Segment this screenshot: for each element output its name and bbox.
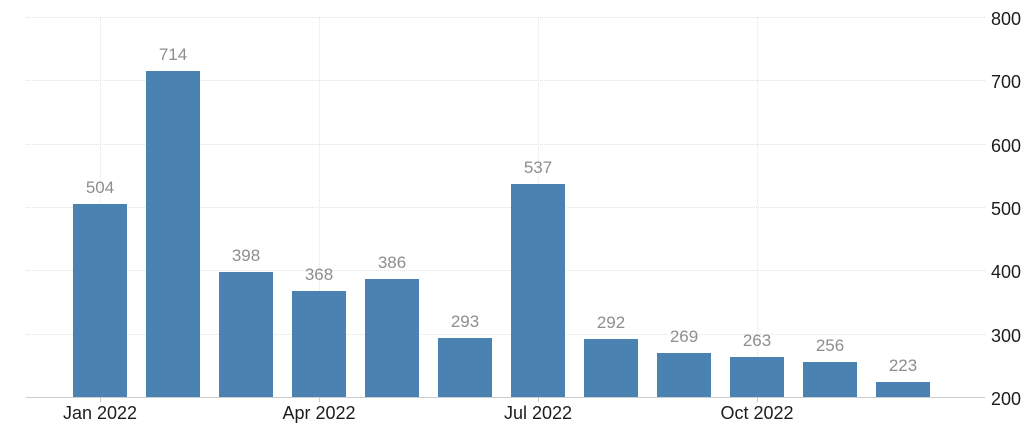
horizontal-gridline bbox=[26, 80, 985, 82]
bar-may-2022[interactable] bbox=[365, 279, 419, 397]
x-tick-mark bbox=[319, 397, 320, 402]
x-tick-label: Apr 2022 bbox=[282, 403, 356, 423]
bar-value-label: 537 bbox=[523, 157, 553, 177]
y-tick-label: 300 bbox=[990, 325, 1021, 346]
horizontal-gridline bbox=[26, 17, 985, 18]
bar-value-label: 386 bbox=[377, 253, 407, 273]
y-tick-label: 600 bbox=[990, 135, 1021, 156]
bar-apr-2022[interactable] bbox=[292, 290, 346, 397]
bar-value-label: 292 bbox=[596, 312, 626, 332]
bar-value-label: 263 bbox=[742, 331, 772, 351]
horizontal-gridline bbox=[26, 207, 985, 208]
bar-jul-2022[interactable] bbox=[511, 183, 565, 397]
bar-value-label: 269 bbox=[669, 327, 699, 347]
bar-value-label: 256 bbox=[815, 335, 845, 355]
vertical-gridline bbox=[757, 17, 758, 397]
x-axis-baseline bbox=[26, 397, 985, 398]
x-tick-label: Jan 2022 bbox=[62, 403, 138, 423]
y-tick-label: 400 bbox=[990, 262, 1021, 283]
y-tick-label: 200 bbox=[990, 389, 1021, 409]
bar-value-label: 368 bbox=[304, 264, 334, 284]
x-tick-label: Jul 2022 bbox=[503, 403, 573, 423]
plot-area: 504 714 398 368 386 293 537 292 269 263 256 223 bbox=[26, 17, 985, 398]
y-tick-label: 700 bbox=[990, 72, 1021, 93]
vertical-gridline bbox=[319, 17, 320, 397]
horizontal-gridline bbox=[26, 333, 985, 335]
bar-value-label: 293 bbox=[450, 312, 480, 332]
y-tick-label: 800 bbox=[990, 9, 1021, 29]
bar-aug-2022[interactable] bbox=[584, 338, 638, 397]
bar-jan-2022[interactable] bbox=[73, 204, 127, 397]
y-tick-label: 500 bbox=[990, 199, 1021, 219]
bar-jun-2022[interactable] bbox=[438, 338, 492, 397]
x-tick-mark bbox=[100, 397, 101, 402]
bar-value-label: 398 bbox=[231, 245, 261, 265]
bar-oct-2022[interactable] bbox=[730, 357, 784, 397]
x-tick-mark bbox=[757, 397, 758, 402]
bar-value-label: 223 bbox=[888, 356, 918, 376]
bar-value-label: 504 bbox=[85, 178, 115, 198]
bar-feb-2022[interactable] bbox=[146, 71, 200, 397]
x-tick-label: Oct 2022 bbox=[720, 403, 794, 423]
bar-nov-2022[interactable] bbox=[803, 361, 857, 397]
horizontal-gridline bbox=[26, 143, 985, 145]
bar-sep-2022[interactable] bbox=[657, 353, 711, 397]
bar-value-label: 714 bbox=[158, 45, 188, 65]
x-tick-mark bbox=[538, 397, 539, 402]
bar-dec-2022[interactable] bbox=[876, 382, 930, 397]
bar-mar-2022[interactable] bbox=[219, 271, 273, 397]
horizontal-gridline bbox=[26, 270, 985, 272]
